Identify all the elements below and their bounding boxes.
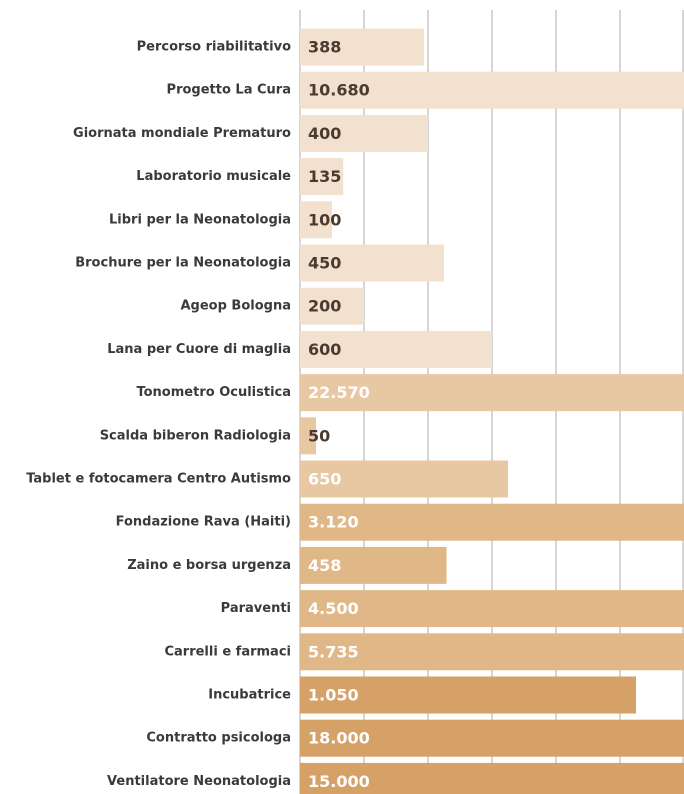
bar [300, 676, 636, 714]
category-label: Giornata mondiale Prematuro [73, 126, 291, 141]
category-label: Ageop Bologna [180, 299, 291, 314]
labels: Percorso riabilitativo 388 Progetto La Cur… [26, 38, 370, 791]
value-label: 400 [308, 124, 341, 143]
value-label: 3.120 [308, 513, 359, 532]
bar [300, 633, 684, 671]
value-label: 135 [308, 167, 341, 186]
category-label: Laboratorio musicale [136, 169, 291, 184]
category-label: Progetto La Cura [167, 83, 291, 98]
category-label: Libri per la Neonatologia [109, 212, 291, 227]
category-label: Scalda biberon Radiologia [100, 428, 291, 443]
category-label: Tablet e fotocamera Centro Autismo [26, 472, 291, 487]
category-label: Contratto psicologa [146, 731, 291, 746]
category-label: Fondazione Rava (Haiti) [116, 515, 291, 530]
value-label: 18.000 [308, 729, 370, 748]
bar [300, 590, 684, 628]
value-label: 15.000 [308, 772, 370, 791]
value-label: 450 [308, 254, 341, 273]
value-label: 100 [308, 210, 341, 229]
category-label: Ventilatore Neonatologia [107, 774, 291, 789]
category-label: Incubatrice [208, 688, 291, 703]
bar [300, 762, 684, 794]
bar [300, 71, 684, 109]
category-label: Carrelli e farmaci [164, 644, 291, 659]
bar [300, 287, 364, 325]
value-label: 650 [308, 470, 341, 489]
bar [300, 503, 684, 541]
category-label: Percorso riabilitativo [137, 40, 291, 55]
value-label: 388 [308, 38, 341, 57]
category-label: Brochure per la Neonatologia [75, 256, 291, 271]
value-label: 50 [308, 426, 330, 445]
value-label: 4.500 [308, 599, 359, 618]
bar [300, 546, 447, 584]
bar [300, 374, 684, 412]
category-label: Tonometro Oculistica [136, 385, 291, 400]
value-label: 5.735 [308, 642, 359, 661]
bar [300, 330, 492, 368]
bar [300, 28, 425, 66]
category-label: Zaino e borsa urgenza [127, 558, 291, 573]
bar [300, 417, 316, 455]
bar [300, 460, 508, 498]
bar [300, 719, 684, 757]
bar [300, 201, 332, 239]
bar [300, 244, 444, 282]
category-label: Paraventi [221, 601, 291, 616]
bars [300, 28, 684, 794]
value-label: 22.570 [308, 383, 370, 402]
value-label: 1.050 [308, 686, 359, 705]
value-label: 600 [308, 340, 341, 359]
bar [300, 158, 344, 196]
value-label: 10.680 [308, 81, 370, 100]
category-label: Lana per Cuore di maglia [107, 342, 291, 357]
value-label: 458 [308, 556, 341, 575]
bar [300, 114, 428, 152]
value-label: 200 [308, 297, 341, 316]
